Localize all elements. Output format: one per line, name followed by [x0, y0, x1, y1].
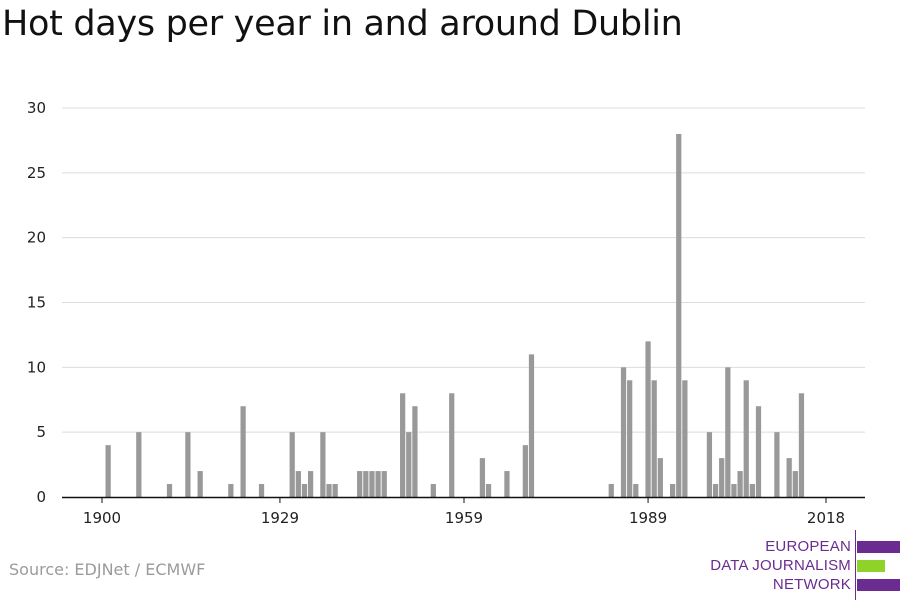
source-note: Source: EDJNet / ECMWF	[9, 560, 206, 579]
x-tick-label: 1989	[629, 509, 667, 527]
logo-line-1: EUROPEAN	[765, 538, 851, 555]
bar	[105, 445, 111, 497]
bar	[289, 432, 295, 497]
logo-bar-top	[857, 541, 900, 553]
bar	[369, 471, 375, 497]
bar	[320, 432, 326, 497]
x-tick-label: 2018	[807, 509, 845, 527]
bar	[381, 471, 387, 497]
bar	[240, 406, 246, 497]
logo-divider	[855, 530, 856, 600]
bar	[295, 471, 301, 497]
bar	[332, 484, 338, 497]
bar	[504, 471, 510, 497]
bar	[620, 367, 627, 497]
x-tick-label: 1900	[83, 509, 121, 527]
bar	[357, 471, 363, 497]
bar	[774, 432, 780, 497]
bar	[755, 406, 762, 497]
bar	[719, 458, 725, 497]
bar	[633, 484, 639, 497]
bar	[375, 471, 381, 497]
logo-bar-middle	[857, 560, 885, 572]
bar	[657, 458, 663, 497]
logo-line-2: DATA JOURNALISM	[710, 557, 851, 574]
y-tick-label: 0	[36, 488, 46, 506]
x-tick-label: 1929	[261, 509, 299, 527]
bar	[676, 133, 682, 497]
y-tick-label: 15	[27, 294, 46, 312]
bar	[485, 484, 492, 497]
bar	[737, 471, 743, 497]
bar	[669, 484, 676, 497]
y-tick-label: 30	[27, 99, 46, 117]
y-tick-label: 10	[27, 358, 46, 376]
bar	[712, 484, 719, 497]
bar	[522, 445, 528, 497]
bar	[412, 406, 418, 497]
bar	[185, 432, 191, 497]
bar	[743, 380, 749, 497]
bar	[706, 432, 713, 497]
bars	[105, 133, 805, 497]
bar	[651, 380, 657, 497]
bar	[258, 484, 265, 497]
bar	[792, 471, 798, 497]
bar	[798, 393, 805, 497]
bar	[627, 380, 633, 497]
y-tick-labels: 0 5 10 15 20 25 30	[27, 99, 46, 506]
edjnet-logo: EUROPEAN DATA JOURNALISM NETWORK	[700, 530, 900, 600]
y-tick-label: 25	[27, 164, 46, 182]
y-tick-label: 5	[36, 423, 46, 441]
bar	[479, 458, 486, 497]
bar	[786, 458, 792, 497]
logo-line-3: NETWORK	[772, 576, 851, 593]
bar	[731, 484, 737, 497]
x-tick-marks	[101, 497, 827, 503]
bar	[228, 484, 234, 497]
bar	[749, 484, 755, 497]
bar	[363, 471, 369, 497]
bar	[645, 341, 651, 497]
x-tick-label: 1959	[445, 509, 483, 527]
bar	[528, 354, 535, 497]
x-tick-labels: 1900 1929 1959 1989 2018	[83, 509, 845, 527]
bar	[301, 484, 308, 497]
y-tick-label: 20	[27, 229, 46, 247]
logo-bar-bottom	[857, 579, 900, 591]
bar	[166, 484, 173, 497]
bar	[430, 484, 436, 497]
bar	[725, 367, 731, 497]
bar	[197, 471, 203, 497]
bar	[326, 484, 332, 497]
bar	[136, 432, 142, 497]
grid-lines	[62, 107, 865, 433]
bar	[307, 471, 314, 497]
chart-title: Hot days per year in and around Dublin	[2, 4, 683, 44]
bar	[682, 380, 688, 497]
bar	[400, 393, 406, 497]
bar	[608, 484, 614, 497]
bar	[406, 432, 412, 497]
bar	[449, 393, 455, 497]
